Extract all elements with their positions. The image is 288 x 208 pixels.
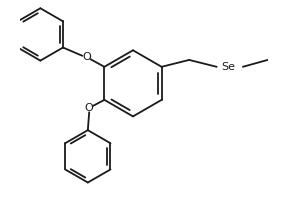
Text: Se: Se — [221, 62, 236, 72]
Text: O: O — [82, 52, 91, 62]
Text: O: O — [85, 103, 94, 113]
